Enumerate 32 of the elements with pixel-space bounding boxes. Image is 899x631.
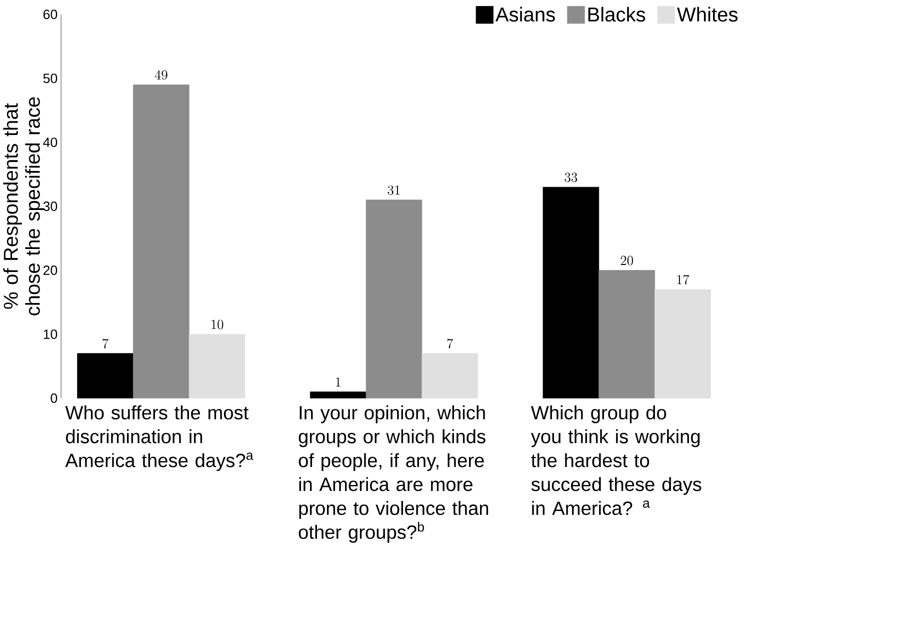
bar [598,270,655,398]
bar [366,200,422,398]
data-label: 7 [447,338,454,348]
bar [188,334,246,398]
bar [654,289,711,398]
bar [542,186,600,398]
legend-label: Blacks [588,6,646,22]
x-tick-label: In your opinion, which groups or which kinds of people, if any, here in America are more prone to violence than other groups?$^{b}$ [298,405,488,543]
data-label: 20 [620,256,633,266]
y-tick-label: 50 [43,73,58,83]
data-label: 10 [212,320,224,330]
bar [310,391,366,398]
y-tick-label: 30 [43,201,58,211]
legend-label: Asians [495,6,555,22]
x-tick-label: Which group do you think is working the hardest to succeed these days in America? $^{a}$ [530,405,702,515]
data-label: 49 [154,70,168,80]
y-tick-label: 0 [50,393,58,403]
data-label: 1 [336,377,340,386]
y-tick-label: 20 [43,265,58,275]
data-label: 7 [102,338,108,348]
y-axis-title: % of Respondents that chose the specified race [3,97,44,316]
data-label: 31 [388,185,400,195]
bar [422,353,478,398]
x-tick-label: Who suffers the most discrimination in America these days?$^{a}$ [65,405,254,471]
legend-label: Whites [677,6,738,22]
data-label: 33 [564,172,578,182]
y-tick-label: 60 [43,9,58,19]
y-tick-label: 40 [43,137,58,147]
data-label: 17 [677,274,690,284]
y-tick-label: 10 [44,329,58,339]
bar [77,353,134,398]
bar [133,84,190,398]
